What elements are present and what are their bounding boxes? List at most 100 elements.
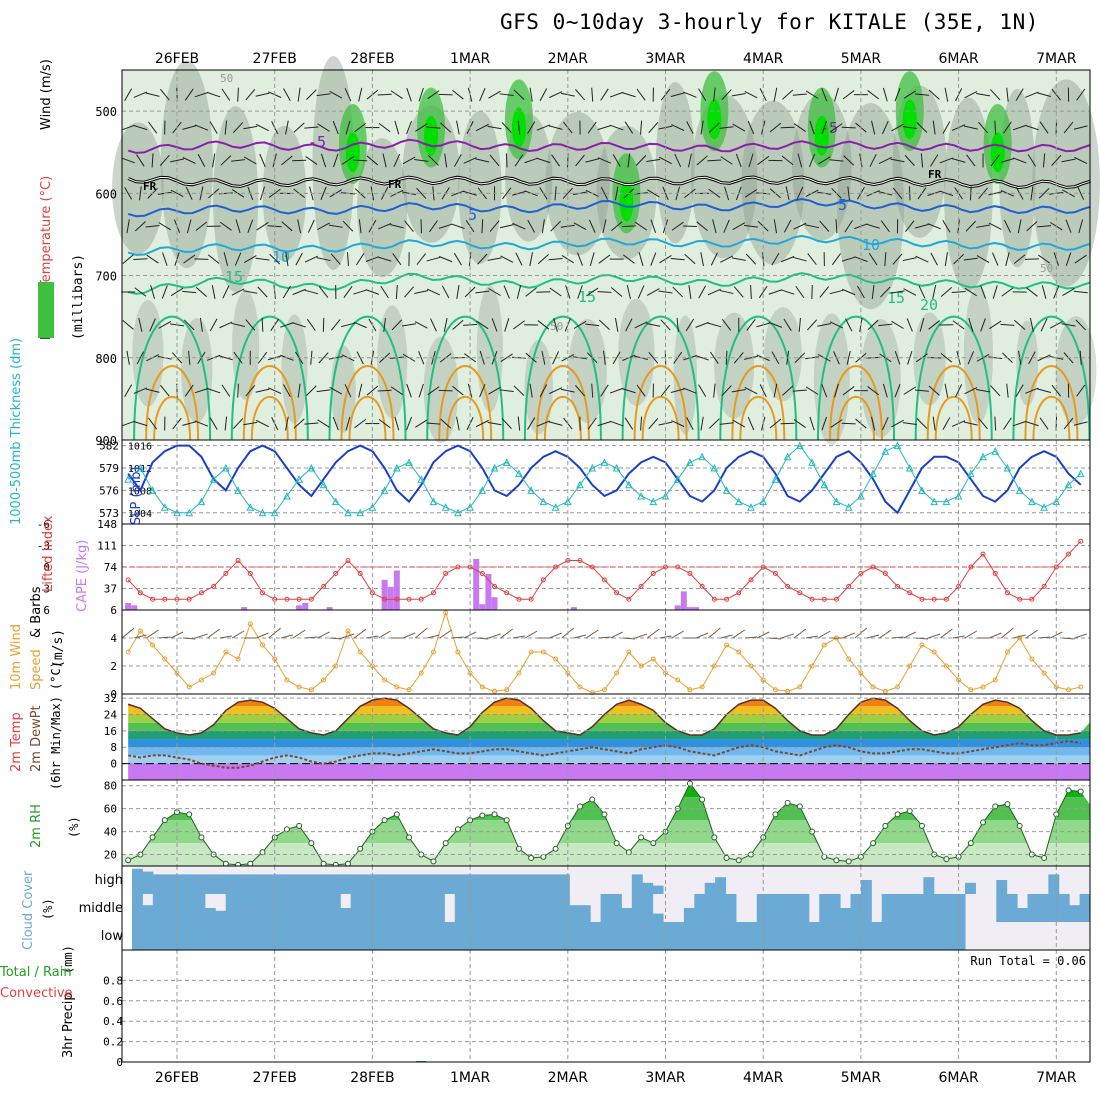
wind-barb <box>297 383 301 398</box>
cloud-bar <box>496 894 508 922</box>
wind-barb <box>721 89 732 101</box>
wind-barb <box>773 87 778 102</box>
cape-bar <box>693 607 700 610</box>
cloud-bar <box>475 922 487 950</box>
cloud-bar <box>288 894 300 922</box>
wind-speed-marker <box>1066 687 1072 693</box>
wind-barb <box>805 189 819 198</box>
wind-barb <box>158 321 172 329</box>
wind-barb <box>316 93 331 97</box>
li-marker <box>540 577 546 583</box>
li-marker <box>638 583 644 589</box>
thickness-marker <box>698 452 706 461</box>
rh2m-tick-label: 20 <box>104 849 117 862</box>
wind-barb <box>821 383 828 398</box>
wind-barb <box>377 93 392 96</box>
wind-barb <box>1053 285 1060 299</box>
cloud-bar <box>340 874 352 894</box>
cape-bar <box>393 570 400 610</box>
wind-barb <box>577 285 583 299</box>
wind-barb <box>903 288 917 296</box>
cloud-bar <box>204 922 216 950</box>
wind-speed-marker <box>614 670 620 676</box>
cloud-bar <box>673 922 685 950</box>
wind-barb <box>598 636 611 639</box>
y-tick-label: 800 <box>95 352 117 366</box>
thickness-marker <box>441 503 450 511</box>
contour-label: 5 <box>838 196 847 214</box>
thickness-marker <box>527 486 535 494</box>
precip-tick-label: 0 <box>116 1056 123 1069</box>
li-marker <box>455 564 461 570</box>
rh-gray-region <box>312 55 355 270</box>
wind-barb <box>170 189 184 198</box>
wind-barb <box>793 123 806 132</box>
y-tick-label: 500 <box>95 105 117 119</box>
wind-barb <box>441 285 450 299</box>
cloud-bar <box>465 922 477 950</box>
thickness-marker <box>967 469 975 478</box>
cloud-bar <box>329 894 341 922</box>
contour-label: 5 <box>468 206 477 224</box>
rh-bright-region <box>345 132 360 173</box>
wind-barb <box>818 630 831 639</box>
contour-label: 50 <box>220 72 233 85</box>
cloud-bar <box>298 874 310 894</box>
cloud-bar <box>340 908 352 922</box>
wind-speed-marker <box>125 649 131 655</box>
thickness-marker <box>771 475 780 483</box>
cloud-bar <box>246 874 258 894</box>
cloud-bar <box>381 874 393 894</box>
dewpt-axis-label: 2m DewPt <box>29 705 44 772</box>
wind-barb <box>475 419 489 428</box>
wind-barb <box>476 320 489 330</box>
cloud-bar <box>715 894 727 922</box>
thickness-marker <box>124 475 132 483</box>
li-marker <box>528 596 534 602</box>
thickness-marker <box>197 497 206 506</box>
wind-barb <box>237 383 239 398</box>
wind-barb <box>317 419 330 428</box>
wind-barb <box>370 186 375 201</box>
wind-barb <box>687 153 692 168</box>
thickness-marker <box>393 463 401 472</box>
wind-barb <box>503 285 510 299</box>
wind-barb <box>150 285 155 299</box>
cloud-bar <box>954 894 966 922</box>
wind-barb <box>841 422 856 425</box>
wind-barb <box>1074 156 1088 164</box>
contour-label: 20 <box>920 296 938 314</box>
wind-speed-marker <box>150 642 156 648</box>
thickness-marker <box>454 508 462 517</box>
wind-barb <box>541 219 545 234</box>
contour-label: 50 <box>550 320 563 333</box>
wind-barb <box>297 87 301 102</box>
cloud-bar <box>465 894 477 922</box>
wind-barb <box>427 386 440 396</box>
wind-barb <box>477 253 488 265</box>
wind-barb <box>940 628 953 639</box>
wind-barb <box>1006 87 1009 102</box>
wind-barb <box>916 418 928 429</box>
rh-gray-region <box>1032 79 1100 287</box>
wind-barb <box>354 122 367 133</box>
precip-units: (mm) <box>61 945 75 974</box>
wind-barb <box>636 88 646 101</box>
wind-speed-marker <box>394 684 400 690</box>
li-tick-label: -6 <box>37 518 50 531</box>
wind-barb <box>548 125 563 130</box>
wind-barb <box>808 153 816 168</box>
isotherm-loop <box>145 365 200 441</box>
wind-barb <box>293 418 305 429</box>
li-marker <box>430 590 436 596</box>
wind-barb <box>195 221 208 231</box>
rh2m-marker <box>833 857 840 864</box>
wind-barb <box>353 289 368 295</box>
cloud-bar <box>506 894 518 922</box>
cloud-bar <box>267 922 279 950</box>
wind-barb <box>758 285 768 299</box>
wind-barb <box>121 157 135 164</box>
wind-barb <box>524 157 538 164</box>
wind-barb <box>609 91 624 98</box>
wind-barb <box>830 419 843 428</box>
